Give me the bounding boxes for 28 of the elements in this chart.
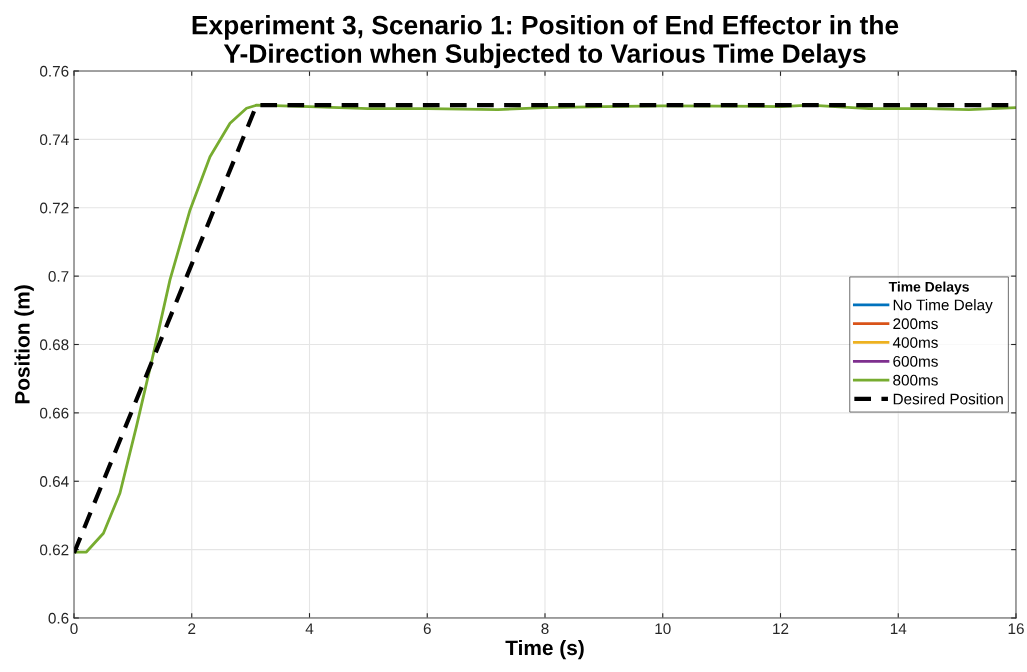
x-tick-label: 14 xyxy=(890,623,907,634)
legend-label: 600ms xyxy=(893,355,938,367)
x-tick-label: 8 xyxy=(541,623,549,635)
legend-label: 400ms xyxy=(892,337,938,348)
y-axis-title: Position (m) xyxy=(14,285,34,404)
legend-label: 200ms xyxy=(893,318,938,330)
y-tick-label: 0.72 xyxy=(40,202,69,214)
x-tick-label: 10 xyxy=(655,623,671,635)
y-tick-label: 0.66 xyxy=(40,407,69,419)
x-tick-label: 0 xyxy=(70,623,78,635)
x-tick-label: 2 xyxy=(188,623,196,634)
y-tick-label: 0.6 xyxy=(48,612,69,624)
x-tick-label: 12 xyxy=(773,623,789,634)
y-tick-label: 0.64 xyxy=(40,476,69,487)
legend-label: Desired Position xyxy=(893,393,1003,405)
chart-title: Experiment 3, Scenario 1: Position of End Effector in the Y-Direction when Subjected to Various Time Delays xyxy=(192,15,899,69)
y-tick-label: 0.74 xyxy=(40,134,69,146)
x-axis-title: Time (s) xyxy=(505,639,584,660)
legend-title: Time Delays xyxy=(888,281,969,295)
legend-label: No Time Delay xyxy=(893,299,993,314)
y-tick-label: 0.7 xyxy=(48,270,69,282)
y-tick-label: 0.62 xyxy=(40,544,69,556)
y-tick-label: 0.68 xyxy=(40,339,69,351)
y-tick-label: 0.76 xyxy=(40,65,69,77)
x-tick-label: 4 xyxy=(305,623,314,634)
legend-label: 800ms xyxy=(893,374,938,386)
x-tick-label: 16 xyxy=(1008,623,1024,635)
x-tick-label: 6 xyxy=(423,623,431,635)
